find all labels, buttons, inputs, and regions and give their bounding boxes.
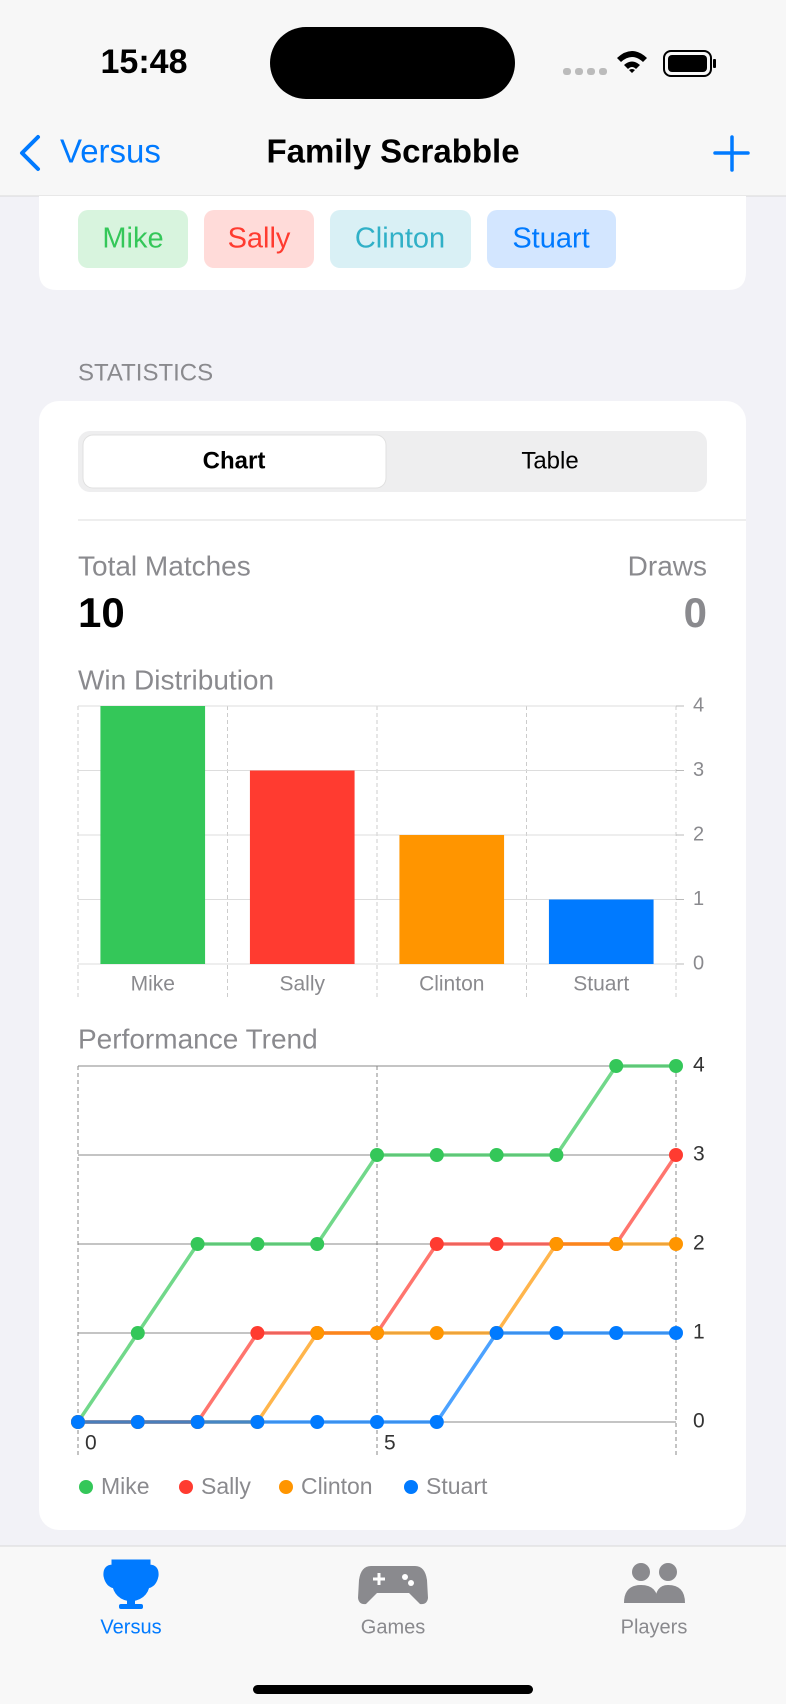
point — [489, 1148, 504, 1162]
legend-swatch — [179, 1480, 193, 1494]
chart-title: Win Distribution — [78, 664, 274, 695]
x-tick-label: 0 — [85, 1432, 97, 1455]
point — [130, 1415, 145, 1429]
y-tick-label: 0 — [693, 1410, 705, 1433]
bar — [399, 835, 505, 964]
point — [429, 1415, 444, 1429]
segment-label[interactable]: Chart — [203, 447, 266, 474]
line-chart: 0 1 2 3 4 0 5 Mike Sally Clinton Stuart — [71, 1054, 705, 1499]
y-tick-label: 3 — [693, 759, 704, 781]
tab-label[interactable]: Players — [621, 1616, 688, 1638]
point — [71, 1415, 85, 1429]
legend-swatch — [279, 1480, 293, 1494]
point — [609, 1237, 624, 1251]
y-tick-label: 3 — [693, 1143, 705, 1166]
player-chip[interactable] — [330, 210, 471, 268]
point — [429, 1148, 444, 1162]
legend-swatch — [404, 1480, 418, 1494]
x-tick-label: Clinton — [419, 973, 484, 996]
add-button[interactable] — [713, 135, 750, 172]
point — [669, 1237, 683, 1251]
segment-label[interactable]: Table — [521, 447, 578, 474]
point — [549, 1326, 564, 1340]
dynamic-island — [270, 27, 515, 99]
player-chip[interactable] — [78, 210, 188, 268]
point — [310, 1237, 325, 1251]
y-tick-label: 0 — [693, 952, 704, 974]
total-label: Total Matches — [78, 550, 251, 581]
bar-chart: 0 1 2 3 4 Mike Sally Clinton Stuart — [77, 694, 704, 998]
status-icons — [563, 50, 716, 77]
point — [130, 1326, 145, 1340]
legend-label: Stuart — [426, 1473, 488, 1499]
point — [310, 1415, 325, 1429]
point — [549, 1237, 564, 1251]
y-tick-label: 4 — [693, 1054, 705, 1077]
point — [370, 1415, 384, 1429]
point — [250, 1415, 265, 1429]
point — [669, 1148, 683, 1162]
x-tick-label: Stuart — [573, 973, 629, 996]
point — [489, 1237, 504, 1251]
chart-title: Performance Trend — [78, 1023, 318, 1054]
segment-selected[interactable] — [82, 434, 387, 489]
y-tick-label: 1 — [693, 888, 704, 910]
tab-players[interactable]: Players — [621, 1563, 688, 1638]
legend-label: Sally — [201, 1473, 251, 1499]
point — [190, 1237, 205, 1251]
x-tick-label: Mike — [131, 973, 175, 996]
y-tick-label: 2 — [693, 1232, 705, 1255]
draws-label: Draws — [628, 550, 707, 581]
tab-versus[interactable]: Versus — [100, 1559, 162, 1638]
section-header: STATISTICS — [78, 359, 213, 386]
y-tick-label: 2 — [693, 823, 704, 845]
bar — [100, 706, 206, 964]
player-name[interactable]: Clinton — [355, 223, 445, 255]
point — [310, 1326, 325, 1340]
x-tick-label: Sally — [279, 973, 325, 996]
tab-label[interactable]: Versus — [100, 1616, 161, 1638]
point — [370, 1148, 384, 1162]
point — [429, 1237, 444, 1251]
point — [370, 1326, 384, 1340]
x-tick-label: 5 — [384, 1432, 396, 1455]
back-button[interactable]: Versus — [20, 133, 161, 171]
home-indicator — [253, 1685, 533, 1694]
player-name[interactable]: Mike — [102, 223, 163, 255]
player-name[interactable]: Sally — [228, 223, 291, 255]
player-name[interactable]: Stuart — [512, 223, 589, 255]
legend-swatch — [79, 1480, 93, 1494]
point — [609, 1326, 624, 1340]
y-tick-label: 1 — [693, 1321, 705, 1344]
tab-label[interactable]: Games — [361, 1616, 425, 1638]
draws-value: 0 — [684, 589, 707, 636]
point — [609, 1059, 624, 1073]
player-chip[interactable] — [487, 210, 616, 268]
legend-label: Clinton — [301, 1473, 373, 1499]
point — [250, 1237, 265, 1251]
point — [190, 1415, 205, 1429]
tab-games[interactable]: Games — [358, 1566, 428, 1638]
point — [669, 1059, 683, 1073]
bar — [548, 899, 654, 964]
player-chip[interactable] — [204, 210, 314, 268]
total-value: 10 — [78, 589, 125, 636]
y-tick-label: 4 — [693, 694, 704, 716]
point — [669, 1326, 683, 1340]
bar — [249, 770, 355, 964]
stats-card — [39, 401, 746, 1530]
nav-title: Family Scrabble — [266, 133, 519, 170]
point — [549, 1148, 564, 1162]
legend-label: Mike — [101, 1473, 150, 1499]
back-label[interactable]: Versus — [60, 133, 161, 170]
point — [489, 1326, 504, 1340]
status-time: 15:48 — [101, 43, 188, 81]
point — [429, 1326, 444, 1340]
point — [250, 1326, 265, 1340]
